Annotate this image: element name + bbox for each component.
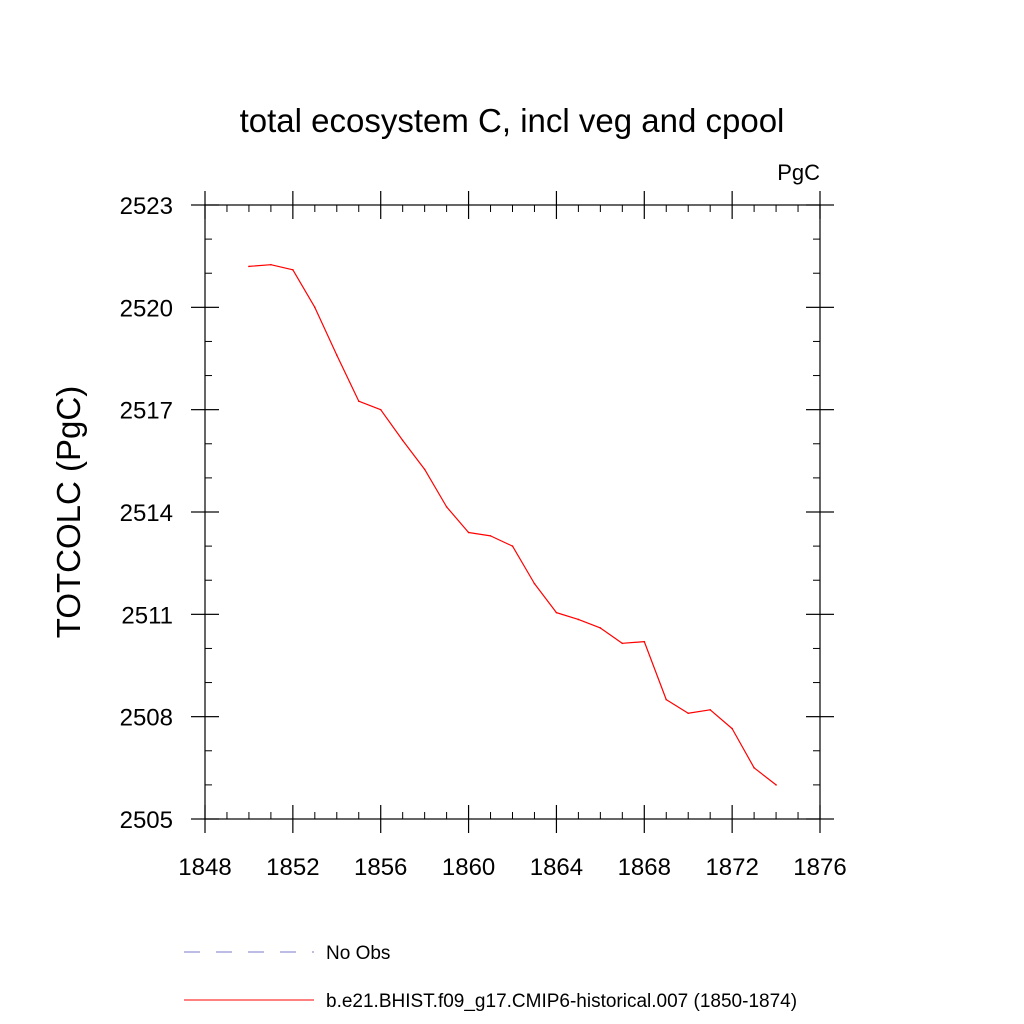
y-axis-label: TOTCOLC (PgC) bbox=[50, 386, 87, 638]
legend-label-1: b.e21.BHIST.f09_g17.CMIP6-historical.007… bbox=[326, 991, 797, 1012]
data-point bbox=[599, 627, 602, 629]
x-tick-label: 1848 bbox=[178, 854, 231, 881]
y-tick-label: 2505 bbox=[120, 807, 173, 834]
plot-frame bbox=[204, 204, 821, 820]
y-tick-label: 2511 bbox=[121, 602, 173, 629]
units-label: PgC bbox=[777, 160, 820, 185]
data-point bbox=[467, 531, 470, 534]
data-point bbox=[643, 640, 646, 643]
x-tick-label: 1860 bbox=[442, 854, 495, 881]
data-point bbox=[292, 269, 294, 271]
x-tick-label: 1868 bbox=[618, 854, 671, 881]
series-layer bbox=[248, 263, 777, 786]
axis-ticks: 1848 1852 1856 1860 1864 1868 1872 1876 2505 2508… bbox=[120, 191, 847, 881]
x-tick-label: 1852 bbox=[266, 854, 319, 881]
x-tick-label: 1864 bbox=[530, 854, 583, 881]
data-point bbox=[687, 712, 690, 715]
data-point bbox=[489, 535, 492, 537]
data-point bbox=[731, 727, 733, 730]
x-tick-label: 1876 bbox=[793, 854, 846, 881]
data-point bbox=[621, 642, 624, 645]
data-point bbox=[270, 263, 272, 266]
chart-title: total ecosystem C, incl veg and cpool bbox=[240, 102, 785, 139]
data-point bbox=[555, 611, 558, 614]
data-point bbox=[709, 709, 711, 711]
data-point bbox=[753, 767, 755, 769]
data-point bbox=[423, 468, 426, 471]
legend-label-0: No Obs bbox=[326, 943, 390, 964]
data-point bbox=[533, 582, 536, 585]
x-tick-label: 1856 bbox=[354, 854, 407, 881]
data-point bbox=[775, 784, 777, 786]
series-line-0 bbox=[248, 264, 777, 786]
data-point bbox=[445, 506, 448, 508]
y-tick-label: 2523 bbox=[120, 193, 173, 220]
data-point bbox=[401, 439, 404, 442]
data-point bbox=[314, 306, 316, 309]
y-tick-label: 2517 bbox=[120, 398, 173, 425]
legend: No Obs b.e21.BHIST.f09_g17.CMIP6-historic… bbox=[184, 943, 797, 1012]
data-point bbox=[577, 618, 580, 621]
data-point bbox=[335, 354, 338, 356]
data-point bbox=[511, 545, 514, 547]
data-point bbox=[357, 400, 360, 402]
data-point bbox=[665, 698, 668, 701]
y-tick-label: 2514 bbox=[120, 500, 173, 527]
y-tick-label: 2520 bbox=[120, 295, 173, 322]
y-tick-label: 2508 bbox=[120, 705, 173, 732]
data-point bbox=[248, 265, 250, 268]
data-point bbox=[379, 408, 382, 411]
x-tick-label: 1872 bbox=[705, 854, 758, 881]
